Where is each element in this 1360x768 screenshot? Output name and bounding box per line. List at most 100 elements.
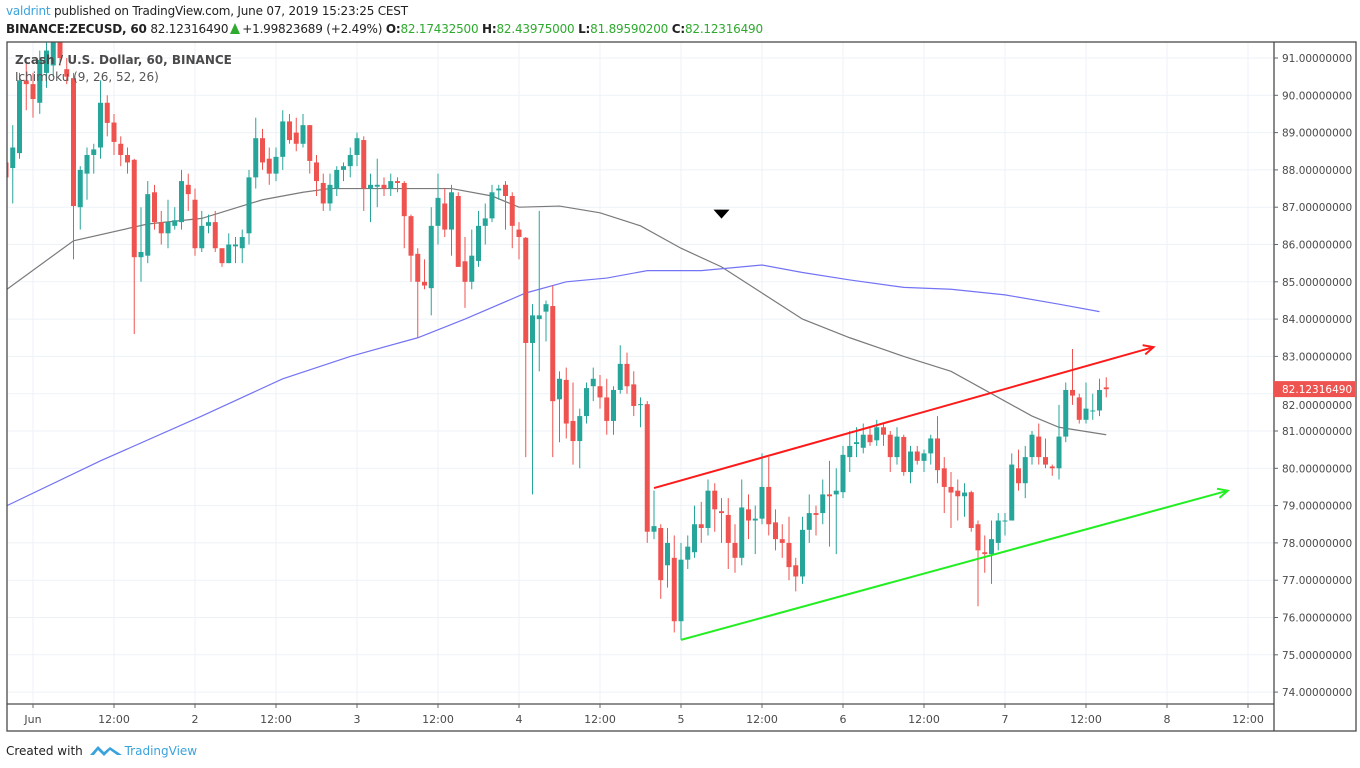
candle-body (206, 222, 211, 226)
candle-up (469, 229, 475, 290)
candle-body (334, 169, 340, 189)
candle-up (145, 181, 151, 264)
candle-up (611, 386, 616, 435)
candle-body (786, 542, 792, 568)
price-axis-label: 86.00000000 (1282, 240, 1352, 252)
time-axis-label: 5 (678, 713, 685, 726)
candle-body (1056, 436, 1062, 469)
candle-down (881, 423, 886, 446)
candle-up (1022, 445, 1028, 499)
candle-up (820, 479, 826, 525)
price-axis-label: 85.00000000 (1282, 277, 1352, 289)
candle-down (563, 367, 569, 439)
candle-down (1103, 377, 1109, 398)
candle-body (793, 565, 799, 577)
candle-down (293, 117, 299, 152)
candle-body (881, 427, 886, 435)
candle-up (705, 479, 711, 536)
price-axis-label: 89.00000000 (1282, 128, 1352, 140)
candle-up (530, 304, 535, 495)
candle-down (422, 259, 427, 290)
candle-body (23, 80, 29, 85)
candle-down (320, 173, 326, 211)
candle-body (584, 388, 589, 417)
candle-body (860, 434, 866, 448)
candle-down (766, 457, 772, 536)
candle-down (131, 158, 137, 335)
candle-body (543, 304, 549, 312)
candle-body (516, 229, 522, 238)
candle-body (847, 445, 853, 458)
candle-body (1076, 397, 1082, 420)
indicator-legend[interactable]: Ichimoku (9, 26, 52, 26) (15, 70, 159, 84)
candle-body (766, 486, 772, 525)
candle-up (239, 229, 245, 264)
price-change: +1.99823689 (+2.49%) (242, 22, 383, 36)
candle-body (725, 514, 731, 543)
candle-body (219, 248, 225, 264)
candle-down (658, 524, 664, 599)
candle-down (307, 125, 313, 174)
candle-body (995, 520, 1001, 543)
candle-body (651, 526, 657, 532)
candle-body (327, 184, 333, 204)
candle-down (712, 483, 718, 532)
candle-up (199, 210, 205, 252)
candle-body (779, 539, 785, 543)
time-axis-label: Jun (23, 713, 41, 726)
candle-body (678, 559, 684, 622)
candle-down (118, 136, 124, 167)
candle-down (503, 181, 508, 230)
author-link[interactable]: valdrint (6, 4, 51, 18)
candle-up (557, 371, 562, 443)
candle-body (138, 251, 144, 258)
candle-up (496, 184, 502, 200)
candle-body (17, 80, 22, 154)
candle-body (469, 255, 475, 282)
candle-up (10, 125, 16, 204)
candle-up (334, 166, 340, 197)
candle-body (415, 253, 421, 282)
tradingview-link[interactable]: TradingView (124, 744, 198, 758)
candle-body (368, 184, 373, 189)
candle-body (752, 518, 758, 521)
candle-down (935, 416, 940, 484)
price-axis-label: 77.00000000 (1282, 575, 1352, 587)
candle-up (476, 210, 481, 267)
candle-body (901, 436, 907, 473)
time-axis-label: 2 (192, 713, 199, 726)
candle-up (273, 147, 279, 182)
candle-up (894, 427, 900, 465)
time-axis-label: 6 (840, 713, 847, 726)
candle-body (50, 42, 56, 66)
candle-body (854, 442, 859, 445)
candle-up (692, 505, 697, 558)
candle-body (104, 102, 110, 123)
candle-down (415, 248, 421, 338)
candle-body (1016, 468, 1021, 484)
candle-down (604, 378, 610, 435)
candle-down (185, 173, 191, 211)
candle-up (368, 173, 373, 223)
candle-body (887, 434, 893, 458)
candle-down (1016, 449, 1021, 491)
chart-frame (6, 41, 1357, 732)
candle-body (273, 156, 279, 174)
candle-body (523, 237, 529, 343)
candle-body (530, 315, 535, 343)
candle-body (570, 420, 576, 442)
candle-up (651, 490, 657, 540)
candle-body (698, 524, 704, 528)
candle-up (678, 542, 684, 640)
high-label: H: (482, 22, 497, 36)
price-axis-label: 82.00000000 (1282, 400, 1352, 412)
price-axis-label: 91.00000000 (1282, 53, 1352, 65)
plot-area (7, 42, 1230, 641)
candle-body (536, 315, 542, 320)
candle-down (1036, 423, 1042, 465)
price-axis-label: 75.00000000 (1282, 650, 1352, 662)
candle-up (1083, 382, 1089, 424)
candle-body (1083, 408, 1089, 420)
low-label: L: (578, 22, 591, 36)
